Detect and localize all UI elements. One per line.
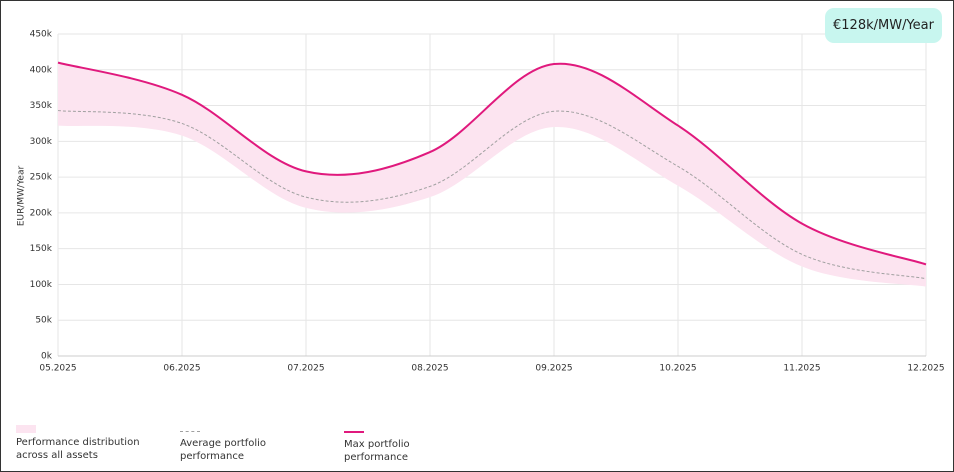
legend-label: Max portfolio performance — [344, 439, 410, 463]
x-tick-label: 09.2025 — [535, 364, 572, 374]
y-tick-label: 0k — [41, 352, 53, 362]
y-tick-label: 100k — [30, 280, 53, 290]
y-tick-label: 250k — [30, 173, 53, 183]
legend-label: Average portfolio performance — [180, 438, 267, 462]
y-tick-label: 50k — [35, 316, 52, 326]
legend-swatch — [344, 431, 364, 433]
y-tick-label: 200k — [30, 208, 53, 218]
x-tick-label: 08.2025 — [411, 364, 448, 374]
y-axis-label: EUR/MW/Year — [17, 166, 27, 227]
legend-label: Performance distribution across all asse… — [16, 437, 140, 461]
y-tick-label: 450k — [30, 30, 53, 40]
x-tick-label: 07.2025 — [287, 364, 324, 374]
legend-item: Average portfolio performance — [180, 425, 305, 463]
y-tick-label: 300k — [30, 137, 53, 147]
x-tick-label: 06.2025 — [163, 364, 200, 374]
y-tick-label: 400k — [30, 65, 53, 75]
legend-swatch — [16, 425, 36, 433]
series-line — [57, 110, 927, 280]
distribution-band — [58, 62, 926, 287]
x-tick-label: 10.2025 — [659, 364, 696, 374]
y-tick-label: 150k — [30, 244, 53, 254]
x-tick-label: 12.2025 — [907, 364, 944, 374]
x-tick-label: 05.2025 — [39, 364, 76, 374]
legend-item: Max portfolio performance — [344, 425, 469, 464]
series-line — [57, 61, 927, 266]
legend-item: Performance distribution across all asse… — [16, 425, 141, 462]
badge: €128k/MW/Year — [825, 8, 942, 43]
legend-swatch — [180, 431, 200, 432]
x-tick-label: 11.2025 — [783, 364, 820, 374]
y-tick-label: 350k — [30, 101, 53, 111]
